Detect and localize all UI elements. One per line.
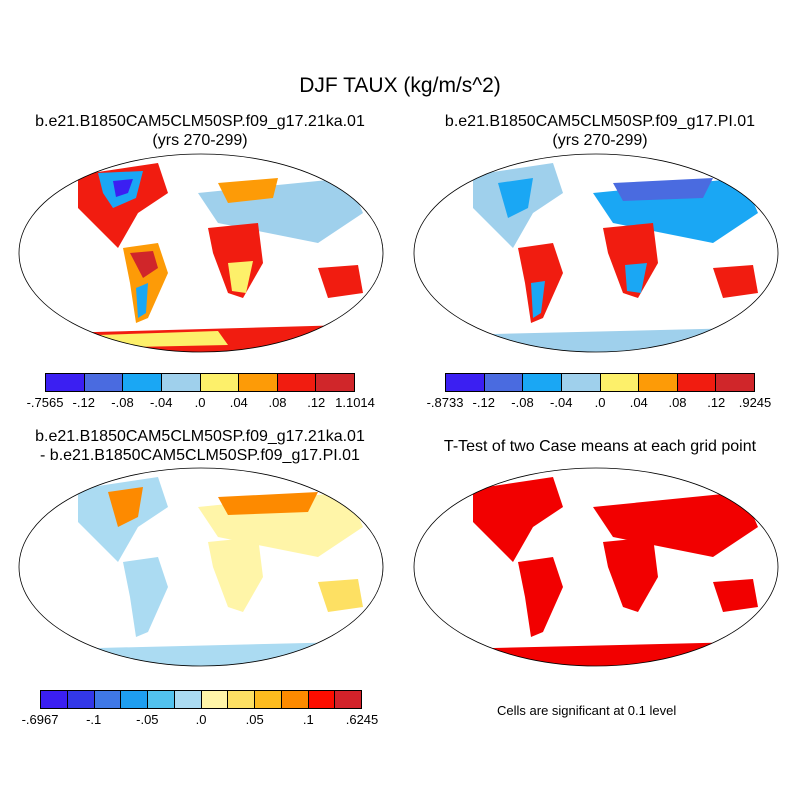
panel1-map	[18, 153, 384, 353]
panel1-colorbar-label: .0	[194, 395, 206, 410]
panel2-colorbar-box	[600, 374, 640, 391]
panel2-colorbar-box	[639, 374, 678, 391]
panel1-colorbar-label: .12	[307, 395, 326, 410]
panel3-colorbar-box	[174, 691, 202, 708]
panel3-colorbar-box	[228, 691, 255, 708]
panel1-colorbar-label: -.08	[111, 395, 134, 410]
panel2-colorbar-box	[446, 374, 485, 391]
panel1-colorbar-label: -.12	[72, 395, 95, 410]
panel2-colorbar-label: .04	[629, 395, 648, 410]
panel3-colorbar-label: .6245	[345, 712, 379, 727]
panel4-title: T-Test of two Case means at each grid po…	[400, 437, 800, 456]
panel2-colorbar-box	[561, 374, 601, 391]
panel2-colorbar-label: .0	[594, 395, 606, 410]
panel3-colorbar-box	[94, 691, 122, 708]
panel3-colorbar-label: .1	[302, 712, 314, 727]
panel3-colorbar-label: -.05	[136, 712, 159, 727]
panel1-colorbar-box	[316, 374, 354, 391]
panel1-colorbar-label: 1.1014	[335, 395, 375, 410]
panel4-map	[413, 467, 779, 667]
panel1-colorbar-label: -.7565	[26, 395, 64, 410]
panel3-colorbar-label: -.6967	[21, 712, 59, 727]
panel3-map	[18, 467, 384, 667]
panel3-colorbar-label: -.1	[86, 712, 102, 727]
panel2-colorbar-box	[523, 374, 562, 391]
panel2-colorbar	[445, 373, 755, 392]
panel1-title-line1: b.e21.B1850CAM5CLM50SP.f09_g17.21ka.01	[35, 113, 365, 130]
panel1-title-line2: (yrs 270-299)	[152, 132, 248, 149]
panel1-colorbar-label: -.04	[150, 395, 173, 410]
panel1-colorbar	[45, 373, 355, 392]
panel1-colorbar-box	[161, 374, 201, 391]
main-title: DJF TAUX (kg/m/s^2)	[299, 74, 501, 97]
panel2-title-line2: (yrs 270-299)	[552, 132, 648, 149]
panel3-colorbar-box	[121, 691, 148, 708]
panel2-colorbar-label: .9245	[738, 395, 772, 410]
panel3-title: b.e21.B1850CAM5CLM50SP.f09_g17.21ka.01 -…	[0, 427, 400, 465]
panel1-colorbar-box	[84, 374, 124, 391]
panel2-colorbar-label: -.8733	[426, 395, 464, 410]
panel3-title-line2: - b.e21.B1850CAM5CLM50SP.f09_g17.PI.01	[40, 447, 360, 464]
panel2-colorbar-label: -.12	[472, 395, 495, 410]
panel1-colorbar-box	[123, 374, 162, 391]
panel2-colorbar-label: -.04	[550, 395, 573, 410]
panel2-colorbar-box	[716, 374, 754, 391]
panel3-colorbar-label: .05	[245, 712, 264, 727]
panel3-colorbar-label: .0	[195, 712, 207, 727]
panel1-colorbar-box	[239, 374, 278, 391]
panel3-colorbar-box	[148, 691, 175, 708]
panel2-colorbar-label: .08	[668, 395, 687, 410]
panel1-colorbar-box	[46, 374, 85, 391]
panel1-colorbar-box	[277, 374, 317, 391]
panel3-title-line1: b.e21.B1850CAM5CLM50SP.f09_g17.21ka.01	[35, 428, 365, 445]
panel2-map	[413, 153, 779, 353]
panel2-title: b.e21.B1850CAM5CLM50SP.f09_g17.PI.01 (yr…	[400, 112, 800, 150]
panel1-colorbar-box	[200, 374, 240, 391]
panel3-colorbar-box	[201, 691, 229, 708]
panel2-colorbar-box	[677, 374, 717, 391]
panel1-title: b.e21.B1850CAM5CLM50SP.f09_g17.21ka.01 (…	[0, 112, 400, 150]
panel2-colorbar-box	[484, 374, 524, 391]
panel1-colorbar-label: .04	[229, 395, 248, 410]
panel4-title-line1: T-Test of two Case means at each grid po…	[443, 438, 757, 455]
panel3-colorbar-box	[335, 691, 361, 708]
panel3-colorbar-box	[41, 691, 68, 708]
panel3-colorbar	[40, 690, 362, 709]
significance-note: Cells are significant at 0.1 level	[497, 703, 677, 718]
panel2-colorbar-label: -.08	[511, 395, 534, 410]
panel2-colorbar-label: .12	[707, 395, 726, 410]
panel1-colorbar-label: .08	[268, 395, 287, 410]
panel3-colorbar-box	[281, 691, 309, 708]
panel3-colorbar-box	[308, 691, 336, 708]
panel2-title-line1: b.e21.B1850CAM5CLM50SP.f09_g17.PI.01	[444, 113, 756, 130]
panel3-colorbar-box	[255, 691, 282, 708]
panel3-colorbar-box	[67, 691, 95, 708]
